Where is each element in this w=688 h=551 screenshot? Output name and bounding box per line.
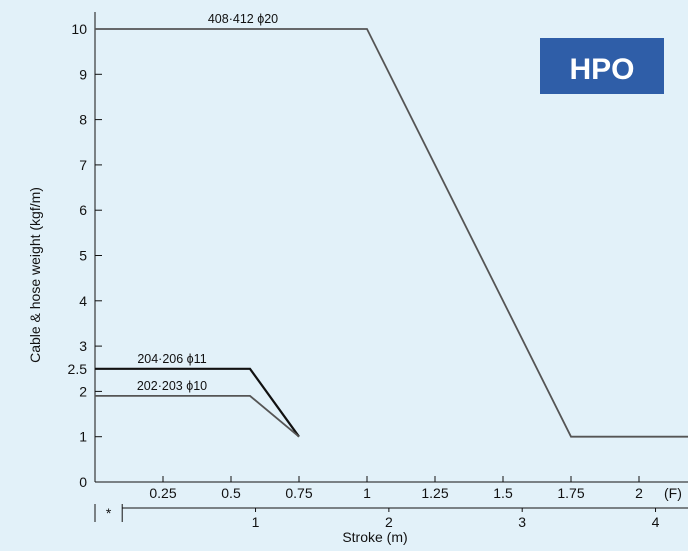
y-tick-label: 0 [79,474,87,490]
series-label-1: 408·412 ϕ20 [208,12,278,26]
hpo-badge-text: HPO [569,53,634,86]
x-tick-label: 1.25 [421,485,448,501]
y-tick-label: 4 [79,293,87,309]
series-line-3 [95,394,300,438]
hpo-badge-background [540,38,664,94]
x-unit-label: (F) [664,485,682,501]
x-tick-label: 0.25 [149,485,176,501]
series-label-3: 202·203 ϕ10 [137,379,207,393]
series-line-1 [95,28,688,438]
x-tick-label: 0.75 [285,485,312,501]
hpo-badge: HPO [540,38,664,94]
x-tick-label: 1.75 [557,485,584,501]
y-tick-label: 9 [79,66,87,82]
x-tick-label: 1.5 [493,485,513,501]
y-tick-label: 7 [79,157,87,173]
x-tick-label: 2 [635,485,643,501]
series-label-2: 204·206 ϕ11 [137,352,206,366]
series-line-2 [95,367,300,438]
meter-tick-label: 2 [385,514,393,530]
y-tick-label: 6 [79,202,87,218]
y-tick-label: 8 [79,112,87,128]
y-tick-label: 2 [79,383,87,399]
x-tick-label: 1 [363,485,371,501]
asterisk-mark: * [106,505,112,521]
y-tick-label: 3 [79,338,87,354]
x-axis-title: Stroke (m) [342,529,407,545]
y-tick-label: 5 [79,248,87,264]
x-tick-label: 0.5 [221,485,241,501]
y-tick-label: 1 [79,429,87,445]
y-tick-label: 10 [71,21,87,37]
y-tick-label: 2.5 [68,361,88,377]
meter-tick-label: 4 [652,514,660,530]
y-axis-title: Cable & hose weight (kgf/m) [27,187,43,363]
meter-tick-label: 3 [518,514,526,530]
meter-tick-label: 1 [252,514,260,530]
